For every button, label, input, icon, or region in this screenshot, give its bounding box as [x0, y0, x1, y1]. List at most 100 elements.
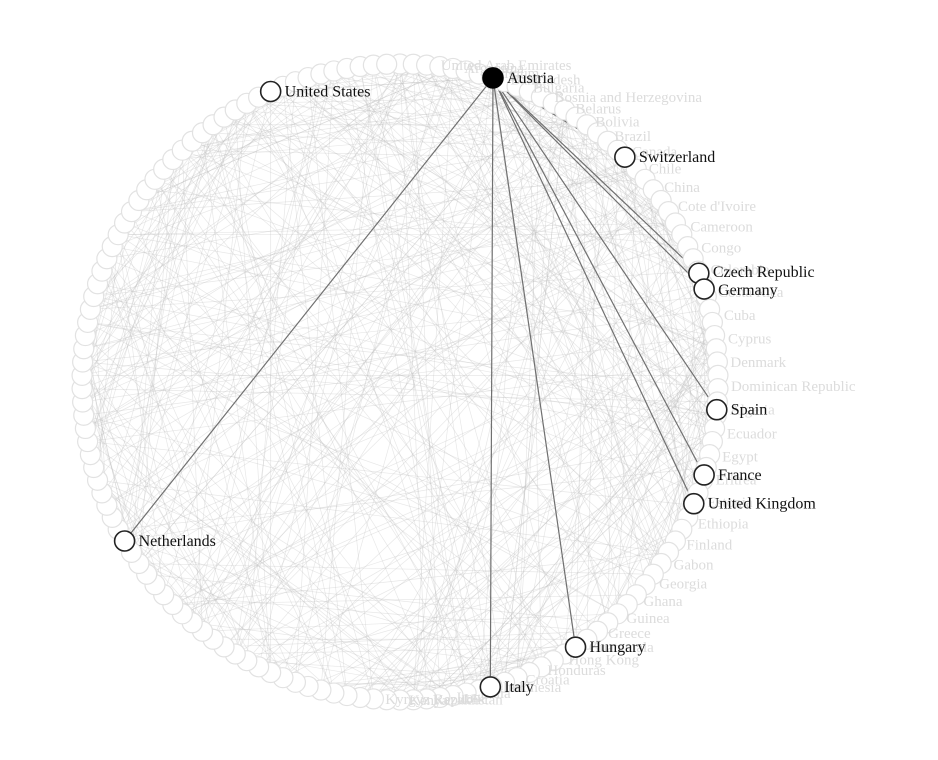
- background-edge: [85, 428, 427, 700]
- node-italy[interactable]: [479, 676, 502, 698]
- background-node[interactable]: [376, 53, 398, 75]
- background-edge: [386, 64, 707, 468]
- background-edge: [202, 132, 272, 673]
- background-edge: [295, 66, 441, 683]
- background-edge: [575, 116, 707, 297]
- background-edge: [412, 109, 566, 700]
- background-edge: [491, 77, 688, 247]
- background-edge: [93, 467, 225, 648]
- background-edge: [81, 375, 401, 701]
- background-edge: [212, 96, 542, 640]
- background-edge: [81, 64, 414, 376]
- background-edge: [118, 234, 715, 336]
- background-edge: [626, 159, 689, 518]
- background-edge: [258, 552, 669, 668]
- background-edge: [346, 68, 682, 235]
- background-edge: [491, 124, 588, 687]
- background-edge: [426, 428, 715, 700]
- faint-country-label: China: [664, 180, 700, 196]
- background-edge: [131, 178, 646, 212]
- node-united-kingdom[interactable]: [682, 492, 705, 515]
- background-edge: [87, 441, 694, 506]
- background-edge: [258, 63, 401, 667]
- background-edge: [124, 540, 542, 668]
- background-edge: [282, 86, 467, 694]
- node-austria[interactable]: [482, 67, 504, 89]
- background-edge: [426, 109, 566, 699]
- faint-country-label: Bangladesh: [511, 72, 581, 88]
- background-edge: [101, 66, 441, 494]
- node-united-states[interactable]: [259, 80, 282, 103]
- background-edge: [90, 149, 618, 310]
- label-hungary: Hungary: [590, 639, 646, 656]
- node-spain[interactable]: [705, 398, 728, 421]
- background-edge: [83, 200, 662, 350]
- background-edge: [652, 189, 683, 530]
- background-edge: [83, 414, 505, 683]
- background-edge: [270, 309, 710, 673]
- label-spain: Spain: [731, 402, 767, 419]
- background-edge: [172, 552, 669, 605]
- background-edge: [412, 64, 441, 698]
- node-germany[interactable]: [693, 278, 715, 300]
- background-edge: [83, 348, 132, 553]
- background-edge: [87, 322, 718, 390]
- background-edge: [346, 283, 703, 696]
- background-edge: [87, 322, 618, 615]
- background-edge: [307, 77, 717, 416]
- background-edge: [97, 479, 669, 553]
- node-france[interactable]: [693, 464, 715, 486]
- background-edge: [146, 64, 427, 191]
- background-edge: [97, 64, 427, 481]
- background-edge: [106, 124, 214, 506]
- background-edge: [117, 234, 335, 694]
- background-edge: [124, 200, 662, 542]
- background-edge: [81, 116, 225, 389]
- background-edge: [373, 64, 715, 429]
- background-edge: [504, 109, 566, 683]
- background-edge: [112, 91, 530, 247]
- background-edge: [246, 103, 542, 667]
- background-edge: [93, 159, 628, 468]
- background-edge: [101, 271, 284, 678]
- background-edge: [212, 124, 335, 694]
- background-edge: [154, 91, 271, 585]
- background-edge: [172, 109, 566, 605]
- background-edge: [118, 467, 707, 530]
- node-switzerland[interactable]: [614, 146, 636, 168]
- background-edge: [333, 70, 713, 442]
- background-edge: [223, 117, 348, 696]
- node-netherlands[interactable]: [113, 530, 136, 552]
- background-edge: [246, 103, 588, 640]
- faint-country-label: Finland: [686, 537, 732, 553]
- background-edge: [333, 70, 493, 687]
- background-edge: [346, 68, 454, 696]
- background-edge: [333, 70, 554, 104]
- background-edge: [412, 64, 566, 655]
- background-edge: [146, 70, 335, 191]
- node-hungary[interactable]: [564, 636, 587, 658]
- background-edge: [246, 103, 699, 494]
- background-edge: [597, 415, 717, 632]
- faint-country-label: Gabon: [673, 557, 713, 573]
- background-edge: [117, 234, 646, 585]
- background-edge: [516, 103, 554, 678]
- background-edge: [597, 309, 710, 632]
- edge-united-states-austria: [270, 77, 493, 92]
- background-edge: [163, 594, 598, 632]
- faint-country-label: Cyprus: [728, 332, 772, 348]
- faint-country-label: Guinea: [626, 611, 670, 627]
- background-edge: [93, 296, 565, 655]
- background-edge: [138, 68, 454, 201]
- background-edge: [124, 141, 193, 542]
- faint-country-label: Cameroon: [690, 219, 753, 235]
- faint-country-label: Cote d'Ivoire: [678, 199, 756, 215]
- background-edge: [412, 77, 493, 700]
- background-edge: [439, 66, 669, 553]
- background-edge: [117, 234, 214, 640]
- background-edge: [607, 375, 719, 623]
- background-edge: [386, 401, 718, 700]
- faint-country-label: Eritrea: [716, 473, 757, 489]
- background-edge: [118, 222, 676, 236]
- faint-country-label: Hong Kong: [569, 652, 640, 668]
